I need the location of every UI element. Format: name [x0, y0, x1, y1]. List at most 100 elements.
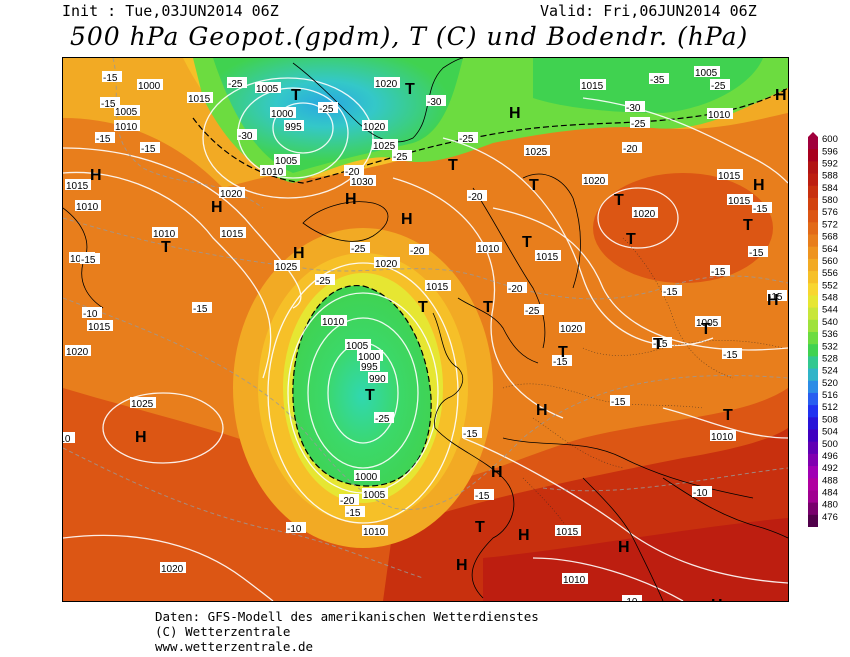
legend-value: 492 — [822, 463, 838, 474]
pressure-label-bg — [707, 108, 733, 119]
low-pressure-marker: T — [418, 299, 428, 316]
legend-value: 556 — [822, 268, 838, 279]
pressure-label-bg — [75, 200, 101, 211]
pressure-label-bg — [580, 79, 606, 90]
temperature-label: -25 — [711, 81, 726, 92]
pressure-label-bg — [114, 120, 140, 131]
pressure-label: 1010 — [322, 317, 345, 328]
pressure-label-bg — [476, 242, 502, 253]
temperature-label-bg — [339, 494, 359, 505]
pressure-label: 1010 — [563, 575, 586, 586]
temperature-label-bg — [752, 202, 772, 213]
legend-swatch — [808, 380, 818, 394]
temperature-label-bg — [392, 150, 412, 161]
legend-bars — [808, 132, 818, 527]
temperature-label: -15 — [611, 397, 626, 408]
high-pressure-marker: H — [491, 464, 503, 481]
temperature-label-bg — [649, 73, 669, 84]
temperature-label: -15 — [553, 357, 568, 368]
pressure-label-bg — [220, 227, 246, 238]
legend-swatch — [808, 429, 818, 443]
legend-swatch — [808, 149, 818, 162]
pressure-label: 1015 — [728, 196, 751, 207]
temperature-label-bg — [474, 489, 494, 500]
pressure-label-bg — [555, 525, 581, 536]
high-pressure-marker: H — [293, 245, 305, 262]
pressure-label-bg — [357, 350, 383, 361]
low-pressure-marker: T — [529, 177, 539, 194]
legend-swatch — [808, 453, 818, 467]
legend-swatch — [808, 137, 818, 150]
low-pressure-marker: T — [475, 519, 485, 536]
legend-value: 548 — [822, 293, 838, 304]
temperature-label-bg — [237, 129, 257, 140]
temperature-label-bg — [552, 355, 572, 366]
legend-value: 528 — [822, 353, 838, 364]
pressure-label-bg — [65, 345, 91, 356]
footer: Daten: GFS-Modell des amerikanischen Wet… — [155, 609, 539, 654]
high-pressure-marker: H — [536, 402, 548, 419]
legend-swatch — [808, 490, 818, 504]
high-pressure-marker: H — [211, 199, 223, 216]
legend-value: 576 — [822, 207, 838, 218]
temperature-label: -15 — [81, 255, 96, 266]
pressure-label: 1015 — [581, 81, 604, 92]
temperature-label: -25 — [319, 104, 334, 115]
pressure-label-bg — [354, 470, 380, 481]
temperature-label-bg — [350, 242, 370, 253]
pressure-label-bg — [284, 120, 304, 131]
temperature-label-bg — [748, 246, 768, 257]
pressure-label-bg — [65, 179, 91, 190]
pressure-label: 1010 — [711, 432, 734, 443]
high-low-markers: H H H H H H H H H H H H H H H H T T T T T T T T T T T T T T T T T — [90, 81, 787, 601]
legend-value: 560 — [822, 256, 838, 267]
temperature-label-bg — [95, 132, 115, 143]
legend-value: 500 — [822, 439, 838, 450]
pressure-label-bg — [374, 77, 400, 88]
legend-swatch — [808, 307, 818, 321]
pressure-label: 1015 — [556, 527, 579, 538]
legend-arrow-top — [808, 132, 818, 137]
pressure-label-bg — [559, 322, 585, 333]
temperature-label: -25 — [525, 306, 540, 317]
legend-swatch — [808, 502, 818, 516]
temperature-label: -20 — [508, 284, 523, 295]
high-pressure-marker: H — [518, 527, 530, 544]
temperature-label: -25 — [459, 134, 474, 145]
low-pressure-marker: T — [405, 81, 415, 98]
temperature-label-bg — [722, 348, 742, 359]
pressure-label: 1025 — [131, 399, 154, 410]
legend-swatch — [808, 210, 818, 223]
legend-value: 480 — [822, 500, 838, 511]
pressure-label: 1010 — [115, 122, 138, 133]
pressure-label-bg — [345, 339, 371, 350]
low-pressure-marker: T — [723, 407, 733, 424]
temperature-label: -15 — [711, 267, 726, 278]
temperature-label: -15 — [96, 134, 111, 145]
temperature-label-bg — [82, 307, 102, 318]
pressure-label: 1020 — [363, 122, 386, 133]
temperature-label: -15 — [753, 204, 768, 215]
legend-value: 588 — [822, 171, 838, 182]
temperature-label: -25 — [316, 276, 331, 287]
pressure-label: 1020 — [583, 176, 606, 187]
temperature-label: -10 — [62, 434, 71, 445]
high-pressure-marker: H — [509, 105, 521, 122]
pressure-label-bg — [260, 165, 286, 176]
pressure-label-bg — [695, 316, 721, 327]
legend-value: 524 — [822, 366, 838, 377]
legend-swatch — [808, 246, 818, 260]
legend-value: 520 — [822, 378, 838, 389]
low-pressure-marker: T — [522, 234, 532, 251]
temperature-label-bg — [192, 302, 212, 313]
legend-value: 508 — [822, 414, 838, 425]
pressure-label-bg — [694, 66, 720, 77]
pressure-label: 1025 — [525, 147, 548, 158]
temperature-label-bg — [100, 97, 120, 108]
pressure-label-bg — [114, 105, 140, 116]
pressure-label: 1015 — [718, 171, 741, 182]
legend-swatch — [808, 295, 818, 309]
legend-value: 504 — [822, 427, 838, 438]
temperature-label: -15 — [653, 339, 668, 350]
pressure-label: 1005 — [346, 341, 369, 352]
